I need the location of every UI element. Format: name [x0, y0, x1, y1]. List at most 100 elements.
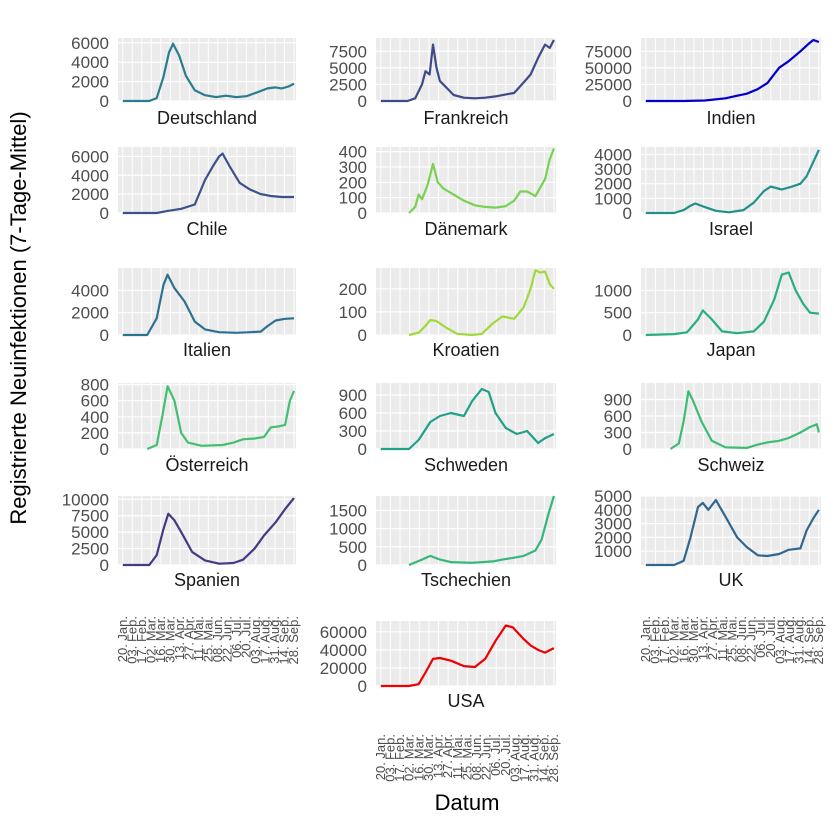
x-axis-left-tick-11: 22. Jun.: [219, 616, 234, 662]
panel-schweiz-ytick-2: 600: [604, 407, 632, 426]
panel-tschechien-background: [376, 496, 556, 565]
x-axis-middle-tick-11: 22. Jun.: [479, 734, 494, 780]
x-axis-right-tick-4: 16. Mar.: [676, 616, 691, 663]
x-axis-right-tick-17: 14. Sep.: [801, 616, 816, 664]
x-axis-middle-tick-7: 27. Apr.: [440, 734, 455, 778]
panel-uk-ytick-4: 5000: [594, 487, 632, 506]
x-axis-left-tick-18: 28. Sep.: [286, 616, 301, 664]
panel-schweden-label: Schweden: [424, 455, 508, 475]
x-axis-right: 20. Jan.03. Feb.17. Feb.02. Mar.16. Mar.…: [638, 616, 826, 664]
x-axis-right-tick-13: 20. Jul.: [763, 616, 778, 658]
panel-daenemark-label: Dänemark: [424, 219, 508, 239]
panel-spanien-ytick-4: 10000: [62, 490, 109, 509]
panel-schweiz-line: [669, 390, 820, 450]
panel-japan-line: [645, 271, 820, 337]
x-axis-left: 20. Jan.03. Feb.17. Feb.02. Mar.16. Mar.…: [115, 616, 301, 664]
x-axis-left-tick-1: 03. Feb.: [124, 616, 139, 664]
panel-kroatien-line: [408, 269, 555, 337]
panel-israel-ytick-1: 1000: [594, 189, 632, 208]
x-axis-right-tick-9: 25. Mai.: [724, 616, 739, 662]
x-axis-right-tick-0: 20. Jan.: [638, 616, 653, 662]
panel-indien-ytick-1: 25000: [585, 75, 632, 94]
panel-oesterreich-ytick-0: 0: [100, 440, 109, 459]
panel-israel-ytick-4: 4000: [594, 145, 632, 164]
panel-kroatien-ytick-2: 200: [339, 280, 367, 299]
x-axis-middle: 20. Jan.03. Feb.17. Feb.02. Mar.16. Mar.…: [373, 734, 561, 782]
panel-tschechien-ytick-3: 1500: [329, 502, 367, 521]
x-axis-right-tick-16: 31. Aug.: [792, 616, 807, 664]
panel-italien-ytick-2: 4000: [71, 281, 109, 300]
panel-japan-label: Japan: [706, 340, 755, 360]
x-axis-left-tick-9: 25. Mai.: [200, 616, 215, 662]
x-axis-middle-tick-18: 28. Sep.: [546, 734, 561, 782]
x-axis-right-tick-6: 13. Apr.: [696, 616, 711, 660]
panel-kroatien-background: [376, 268, 556, 335]
panel-japan-ytick-2: 1000: [594, 281, 632, 300]
x-axes: 20. Jan.03. Feb.17. Feb.02. Mar.16. Mar.…: [115, 616, 826, 782]
panel-daenemark-ytick-2: 200: [339, 173, 367, 192]
x-axis-left-tick-17: 14. Sep.: [277, 616, 292, 664]
x-axis-middle-tick-12: 06. Jul.: [488, 734, 503, 776]
x-axis-right-tick-8: 11. Mai.: [715, 616, 730, 661]
x-axis-left-tick-14: 03. Aug.: [248, 616, 263, 664]
panel-schweden-ytick-2: 600: [339, 404, 367, 423]
panel-spanien-ytick-1: 2500: [71, 540, 109, 559]
y-axis-title: Registrierte Neuinfektionen (7-Tage-Mitt…: [6, 111, 31, 524]
panel-usa-ytick-0: 0: [358, 677, 367, 696]
panel-frankreich-ytick-0: 0: [358, 92, 367, 111]
panel-uk-ytick-0: 1000: [594, 542, 632, 561]
panel-spanien-ytick-2: 5000: [71, 523, 109, 542]
panel-indien-ytick-2: 50000: [585, 59, 632, 78]
panel-tschechien-label: Tschechien: [421, 570, 511, 590]
panel-deutschland-label: Deutschland: [157, 108, 257, 128]
x-axis-right-tick-18: 28. Sep.: [811, 616, 826, 664]
x-axis-right-tick-2: 17. Feb.: [657, 616, 672, 664]
x-axis-middle-tick-10: 08. Jun.: [469, 734, 484, 780]
panel-chile-ytick-2: 4000: [71, 166, 109, 185]
x-axis-right-tick-10: 08. Jun.: [734, 616, 749, 662]
panel-kroatien-ytick-0: 0: [358, 326, 367, 345]
panel-usa-ytick-3: 60000: [320, 623, 367, 642]
panel-tschechien-ytick-0: 0: [358, 556, 367, 575]
x-axis-middle-tick-15: 17. Aug.: [517, 734, 532, 782]
x-axis-right-tick-1: 03. Feb.: [647, 616, 662, 664]
panel-japan: 0 500 1000 Japan: [594, 268, 821, 360]
panel-schweden-ytick-1: 300: [339, 422, 367, 441]
panel-frankreich-background: [376, 38, 556, 101]
panel-schweiz-label: Schweiz: [697, 455, 764, 475]
panel-israel-label: Israel: [709, 219, 753, 239]
x-axis-left-tick-10: 08. Jun.: [210, 616, 225, 662]
panel-indien-ytick-3: 75000: [585, 42, 632, 61]
panel-spanien-ytick-3: 7500: [71, 507, 109, 526]
panel-chile-ytick-1: 2000: [71, 185, 109, 204]
panel-deutschland-background: [118, 38, 296, 101]
panel-daenemark-ytick-4: 400: [339, 143, 367, 162]
panel-japan-ytick-1: 500: [604, 304, 632, 323]
panel-usa-ytick-1: 20000: [320, 659, 367, 678]
x-axis-left-tick-8: 11. Mai.: [191, 616, 206, 661]
panel-uk-ytick-1: 2000: [594, 528, 632, 547]
x-axis-right-tick-11: 22. Jun.: [744, 616, 759, 662]
x-axis-middle-tick-9: 25. Mai.: [459, 734, 474, 780]
panel-deutschland-ytick-2: 4000: [71, 53, 109, 72]
x-axis-middle-tick-0: 20. Jan.: [373, 734, 388, 780]
panel-oesterreich-label: Österreich: [165, 455, 248, 475]
x-axis-right-tick-15: 17. Aug.: [782, 616, 797, 664]
panel-daenemark-background: [376, 147, 556, 213]
panel-daenemark-ytick-0: 0: [358, 204, 367, 223]
panel-kroatien-ytick-1: 100: [339, 303, 367, 322]
panel-schweden-line: [380, 387, 555, 451]
panel-spanien-line: [122, 497, 295, 567]
panel-oesterreich-background: [118, 383, 296, 449]
panel-usa-label: USA: [447, 691, 484, 711]
x-axis-left-tick-5: 30. Mar.: [162, 616, 177, 663]
panel-usa-background: [376, 621, 556, 686]
